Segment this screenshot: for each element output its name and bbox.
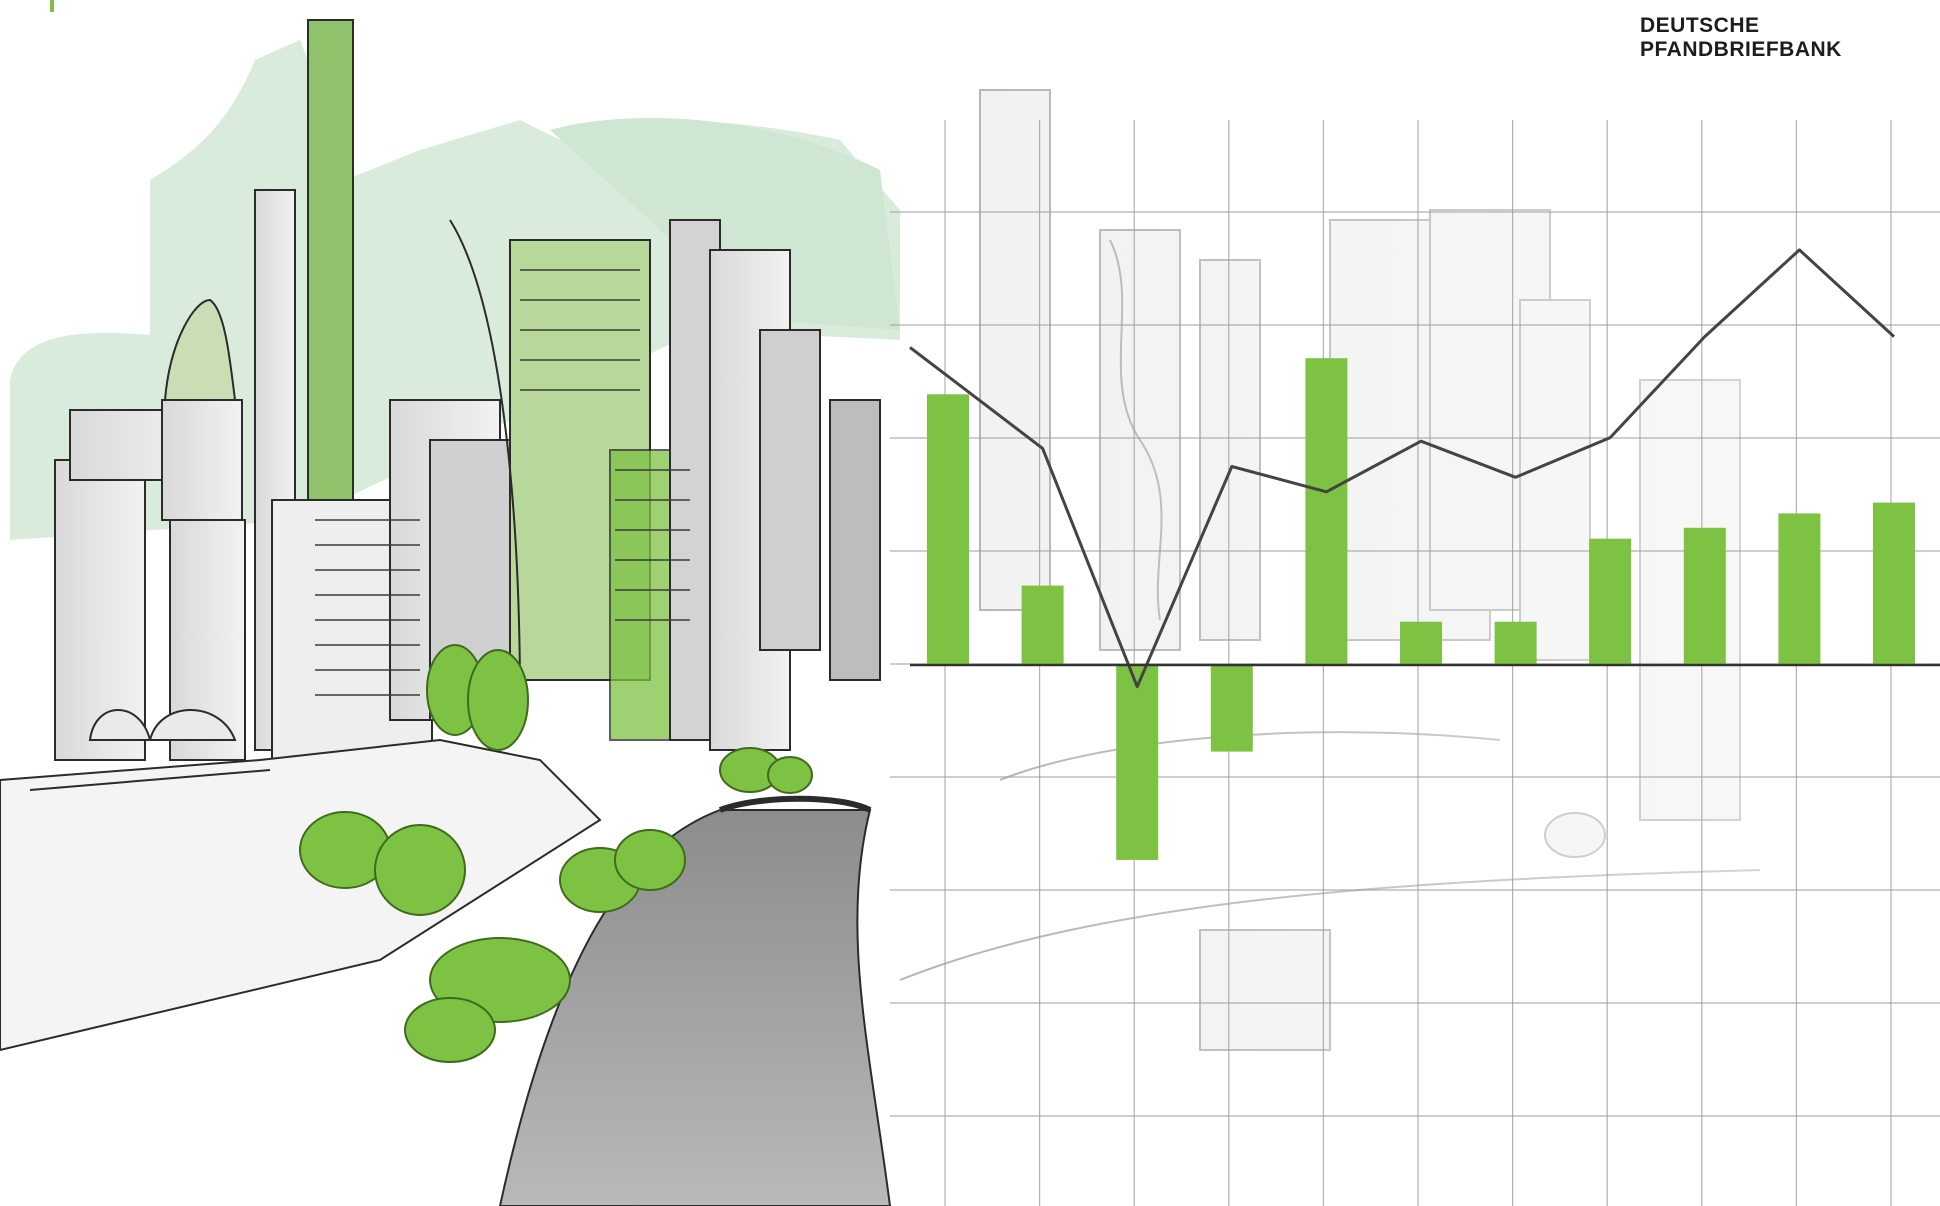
- bar-0: [927, 394, 969, 665]
- bar-5: [1400, 621, 1442, 665]
- brand-logo: DEUTSCHE PFANDBRIEFBANK: [1640, 14, 1842, 62]
- window-hatching: [315, 269, 690, 696]
- trees: [299, 644, 813, 1063]
- accent-tick: [50, 0, 54, 12]
- bar-7: [1589, 538, 1632, 665]
- bar-4: [1305, 358, 1348, 665]
- bar-2: [1116, 665, 1159, 860]
- bar-9: [1778, 513, 1821, 665]
- bar-3: [1210, 665, 1253, 752]
- brand-line-2: PFANDBRIEFBANK: [1640, 38, 1842, 61]
- brand-line-1: DEUTSCHE: [1640, 14, 1760, 37]
- chart-line: [909, 248, 1896, 689]
- bar-10: [1873, 502, 1915, 665]
- bar-1: [1021, 585, 1064, 665]
- chart-bars: [927, 358, 1915, 860]
- left-buildings: [54, 19, 881, 831]
- bar-6: [1494, 621, 1537, 665]
- bar-8: [1683, 527, 1726, 665]
- right-fade: [900, 0, 1940, 1206]
- ground: [0, 709, 602, 1052]
